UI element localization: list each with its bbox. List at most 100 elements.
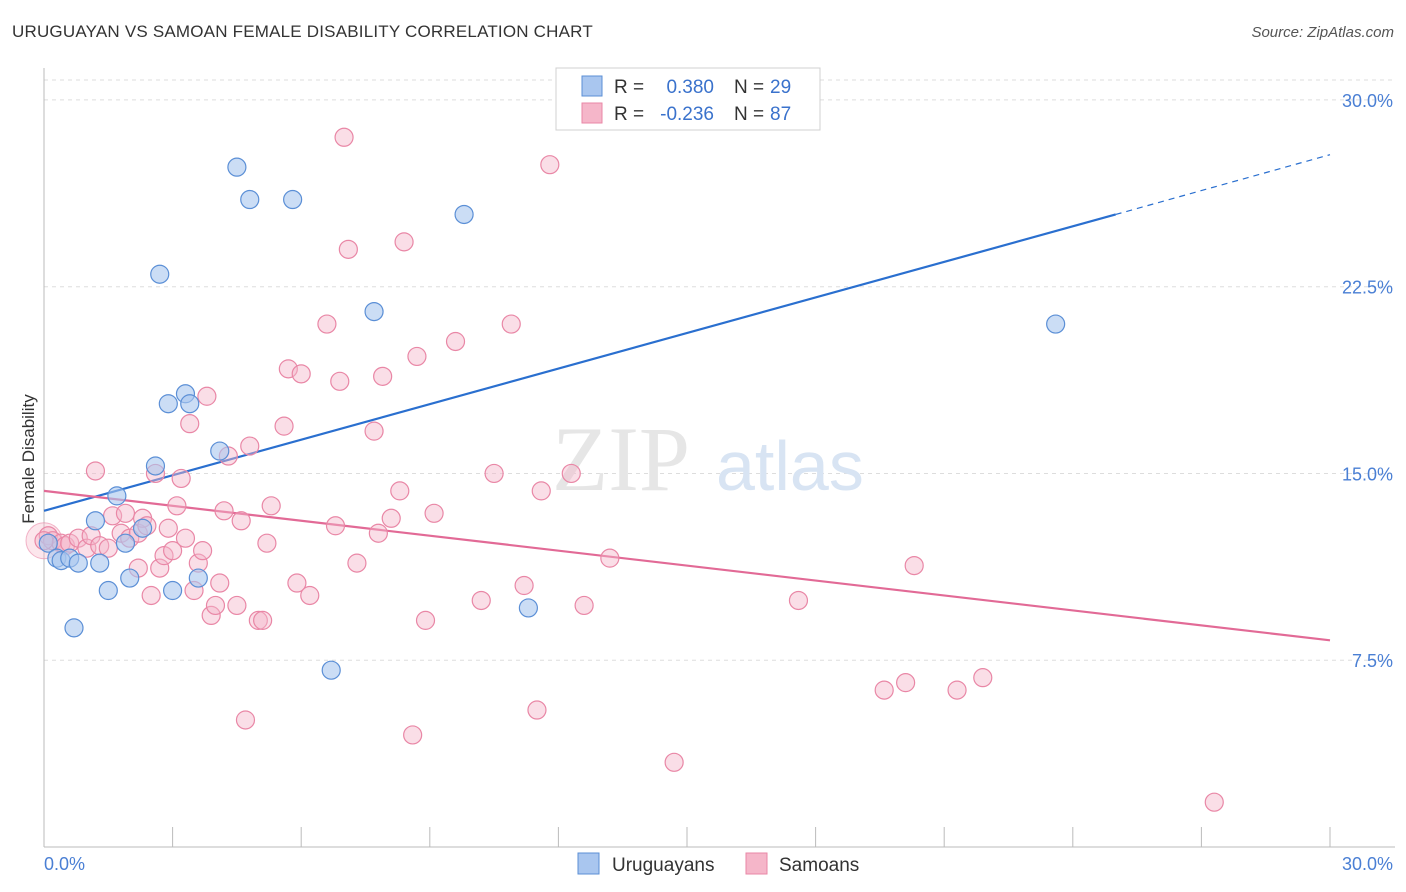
point-uruguayan (188, 568, 208, 588)
point-samoan (501, 314, 521, 334)
axis-layer: 7.5% 15.0% 22.5% 30.0% 0.0% 30.0% (43, 68, 1395, 874)
point-samoan (231, 511, 251, 531)
point-samoan (175, 528, 196, 548)
point-samoan (424, 503, 444, 523)
trend-layer (43, 154, 1331, 642)
point-samoan (390, 481, 410, 501)
series-swatch-samoans (745, 852, 768, 875)
point-samoan (540, 155, 560, 175)
point-samoan (788, 590, 809, 611)
point-uruguayan (68, 553, 88, 573)
grid-layer (44, 79, 1395, 661)
point-samoan (240, 436, 260, 456)
series-swatch-uruguayans (577, 852, 600, 875)
point-uruguayan (321, 660, 341, 680)
point-uruguayan (132, 518, 153, 538)
series-legend: Uruguayans Samoans (577, 852, 859, 876)
point-uruguayan (90, 553, 110, 573)
series-label-samoans: Samoans (779, 855, 859, 876)
point-samoan (235, 710, 256, 730)
trend-line-uruguayans (43, 213, 1116, 512)
point-samoan (201, 605, 221, 626)
point-samoan (163, 541, 183, 561)
point-samoan (368, 523, 388, 543)
y-tick-label: 22.5% (1342, 278, 1393, 298)
trend-line-samoans (43, 489, 1331, 642)
point-samoan (334, 127, 354, 147)
point-samoan (514, 575, 534, 596)
point-samoan (115, 503, 136, 523)
point-uruguayan (145, 456, 166, 476)
point-samoan (253, 610, 273, 630)
point-samoan (210, 573, 230, 593)
watermark-zip: ZIP (552, 408, 690, 510)
point-samoan (171, 468, 191, 489)
point-samoan (531, 481, 551, 501)
point-uruguayan (454, 204, 474, 225)
point-uruguayan (1046, 314, 1066, 334)
point-samoan (874, 680, 894, 700)
point-samoan (274, 416, 294, 436)
point-uruguayan (115, 533, 136, 553)
point-samoan (317, 314, 337, 334)
point-samoan (600, 548, 620, 568)
point-samoan (325, 516, 346, 536)
point-samoan (257, 533, 277, 553)
point-samoan (947, 680, 967, 700)
point-samoan (484, 463, 504, 484)
point-samoan (291, 364, 311, 384)
legend-n-value-1: 29 (770, 77, 791, 98)
point-samoan (574, 595, 594, 616)
point-samoan (394, 232, 414, 252)
source-label: Source: ZipAtlas.com (1251, 24, 1394, 41)
point-samoan (193, 541, 213, 561)
point-uruguayan (98, 580, 118, 601)
legend-n-label-1: N = (734, 77, 764, 98)
watermark-atlas: atlas (716, 427, 864, 505)
chart-title: URUGUAYAN VS SAMOAN FEMALE DISABILITY CO… (12, 22, 593, 41)
point-samoan (527, 700, 547, 720)
point-uruguayan (38, 533, 58, 553)
point-samoan (214, 501, 234, 521)
x-tick-label-max: 30.0% (1342, 854, 1393, 874)
point-samoan (278, 359, 298, 379)
point-uruguayan (210, 441, 230, 461)
point-uruguayan (163, 580, 183, 601)
point-samoan (205, 595, 226, 616)
legend-r-value-1: 0.380 (666, 77, 714, 98)
point-uruguayan (107, 486, 127, 506)
point-samoan (150, 558, 170, 578)
legend-n-label-2: N = (734, 104, 764, 125)
point-samoan (896, 673, 916, 693)
point-samoan (973, 668, 993, 688)
point-samoan (403, 725, 423, 745)
point-uruguayan (283, 189, 303, 210)
point-uruguayan (85, 511, 106, 531)
point-samoan (180, 414, 200, 434)
point-samoan (664, 752, 684, 772)
legend-r-label-1: R = (614, 77, 644, 98)
y-tick-label: 7.5% (1352, 651, 1393, 671)
point-samoan (1204, 792, 1224, 812)
y-axis-label: Female Disability (19, 394, 38, 524)
point-uruguayan (120, 568, 140, 588)
point-uruguayan (364, 301, 384, 322)
point-samoan (347, 553, 367, 573)
point-samoan (287, 573, 307, 593)
point-samoan (197, 386, 217, 406)
points-layer (25, 127, 1224, 812)
point-samoan (227, 595, 247, 616)
legend-r-value-2: -0.236 (660, 104, 714, 125)
point-samoan (407, 346, 427, 367)
series-label-uruguayans: Uruguayans (612, 855, 714, 876)
trend-line-uruguayans-extension (1115, 154, 1331, 216)
y-tick-label: 15.0% (1342, 464, 1393, 484)
x-tick-label-min: 0.0% (44, 854, 85, 874)
point-samoan (85, 461, 106, 481)
point-uruguayan (150, 264, 170, 284)
point-samoan (445, 331, 466, 352)
correlation-legend: R = 0.380 N = 29 R = -0.236 N = 87 (555, 67, 821, 131)
y-tick-label: 30.0% (1342, 91, 1393, 111)
point-samoan (248, 610, 268, 630)
